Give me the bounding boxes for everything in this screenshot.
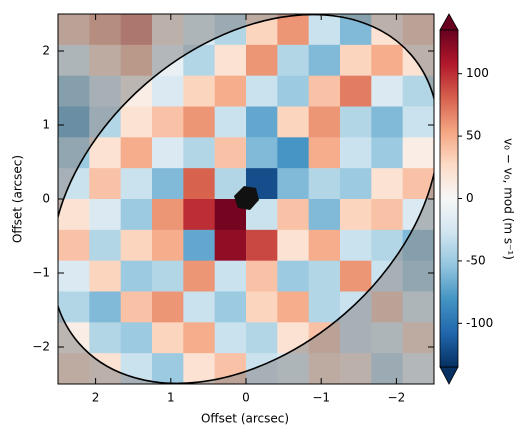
y-tick-label: 0 — [42, 192, 50, 206]
x-tick-label: 1 — [167, 391, 175, 405]
colorbar-tick-label: 100 — [466, 66, 489, 80]
x-tick-label: 2 — [92, 391, 100, 405]
colorbar-tick-label: -100 — [466, 316, 493, 330]
y-tick-label: −2 — [32, 340, 50, 354]
colorbar — [439, 29, 459, 368]
y-axis-label: Offset (arcsec) — [11, 155, 25, 243]
colorbar-extend-bottom — [439, 366, 459, 385]
y-tick-label: −1 — [32, 266, 50, 280]
x-axis-label: Offset (arcsec) — [201, 412, 289, 426]
colorbar-tick-label: 50 — [466, 129, 481, 143]
mask-layer — [58, 14, 434, 384]
x-tick-label: −1 — [312, 391, 330, 405]
x-tick-label: −2 — [388, 391, 406, 405]
central-mask — [234, 186, 259, 210]
colorbar-tick-label: -50 — [466, 253, 486, 267]
y-tick-label: 1 — [42, 118, 50, 132]
colorbar-label: v₀ − v₀, mod (m s⁻¹) — [502, 138, 516, 260]
y-tick-label: 2 — [42, 44, 50, 58]
disk-outline — [58, 14, 434, 384]
colorbar-extend-top — [439, 13, 459, 31]
colorbar-tick-label: 0 — [466, 191, 474, 205]
x-tick-label: 0 — [242, 391, 250, 405]
